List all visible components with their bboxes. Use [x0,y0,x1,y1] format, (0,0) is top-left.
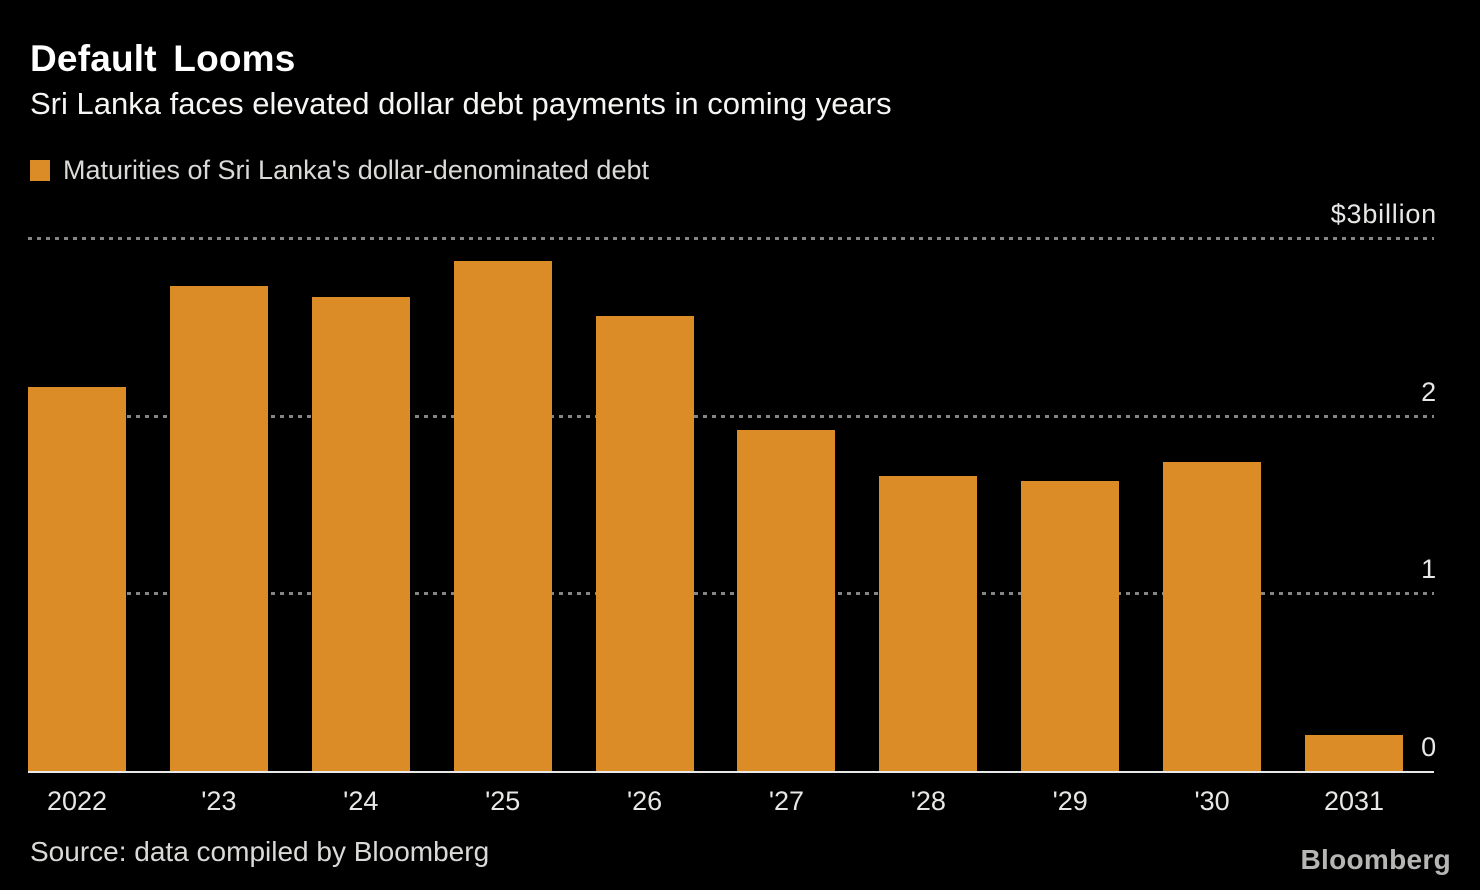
legend-label: Maturities of Sri Lanka's dollar-denomin… [63,155,649,185]
x-tick-label-27: '27 [768,786,805,816]
bar-30 [1163,461,1262,771]
y-tick-label-2: 2 [1421,376,1437,407]
gridline-3 [28,237,1434,240]
bar-24 [311,296,410,771]
bar-2022 [28,387,126,771]
plot-area [28,237,1434,773]
x-tick-label-2031: 2031 [1323,786,1385,816]
x-tick-label-24: '24 [343,786,379,816]
y-tick-label-3: $3billion [1330,199,1437,229]
gridline-1 [28,592,1434,596]
x-tick-label-29: '29 [1052,786,1088,816]
bar-27 [737,429,836,771]
bar-23 [169,285,268,771]
legend-swatch [30,160,50,181]
y-tick-label-1: 1 [1421,554,1437,585]
bar-25 [453,261,552,771]
gridline-2 [28,414,1434,418]
chart-subtitle: Sri Lanka faces elevated dollar debt pay… [30,86,892,121]
bar-28 [879,476,978,771]
bloomberg-logo: Bloomberg [1300,844,1451,875]
legend: Maturities of Sri Lanka's dollar-denomin… [30,155,649,186]
bar-29 [1021,481,1120,771]
y-tick-label-0: 0 [1421,732,1437,762]
source-note: Source: data compiled by Bloomberg [30,836,490,867]
x-tick-label-23: '23 [201,786,237,816]
chart-title: Default Looms [30,38,296,79]
x-tick-label-26: '26 [626,786,663,816]
x-tick-label-25: '25 [485,786,521,816]
x-tick-label-30: '30 [1194,786,1230,816]
bar-2031 [1305,735,1403,771]
x-tick-label-28: '28 [910,786,946,816]
x-tick-label-2022: 2022 [46,786,108,816]
bar-26 [595,316,694,771]
